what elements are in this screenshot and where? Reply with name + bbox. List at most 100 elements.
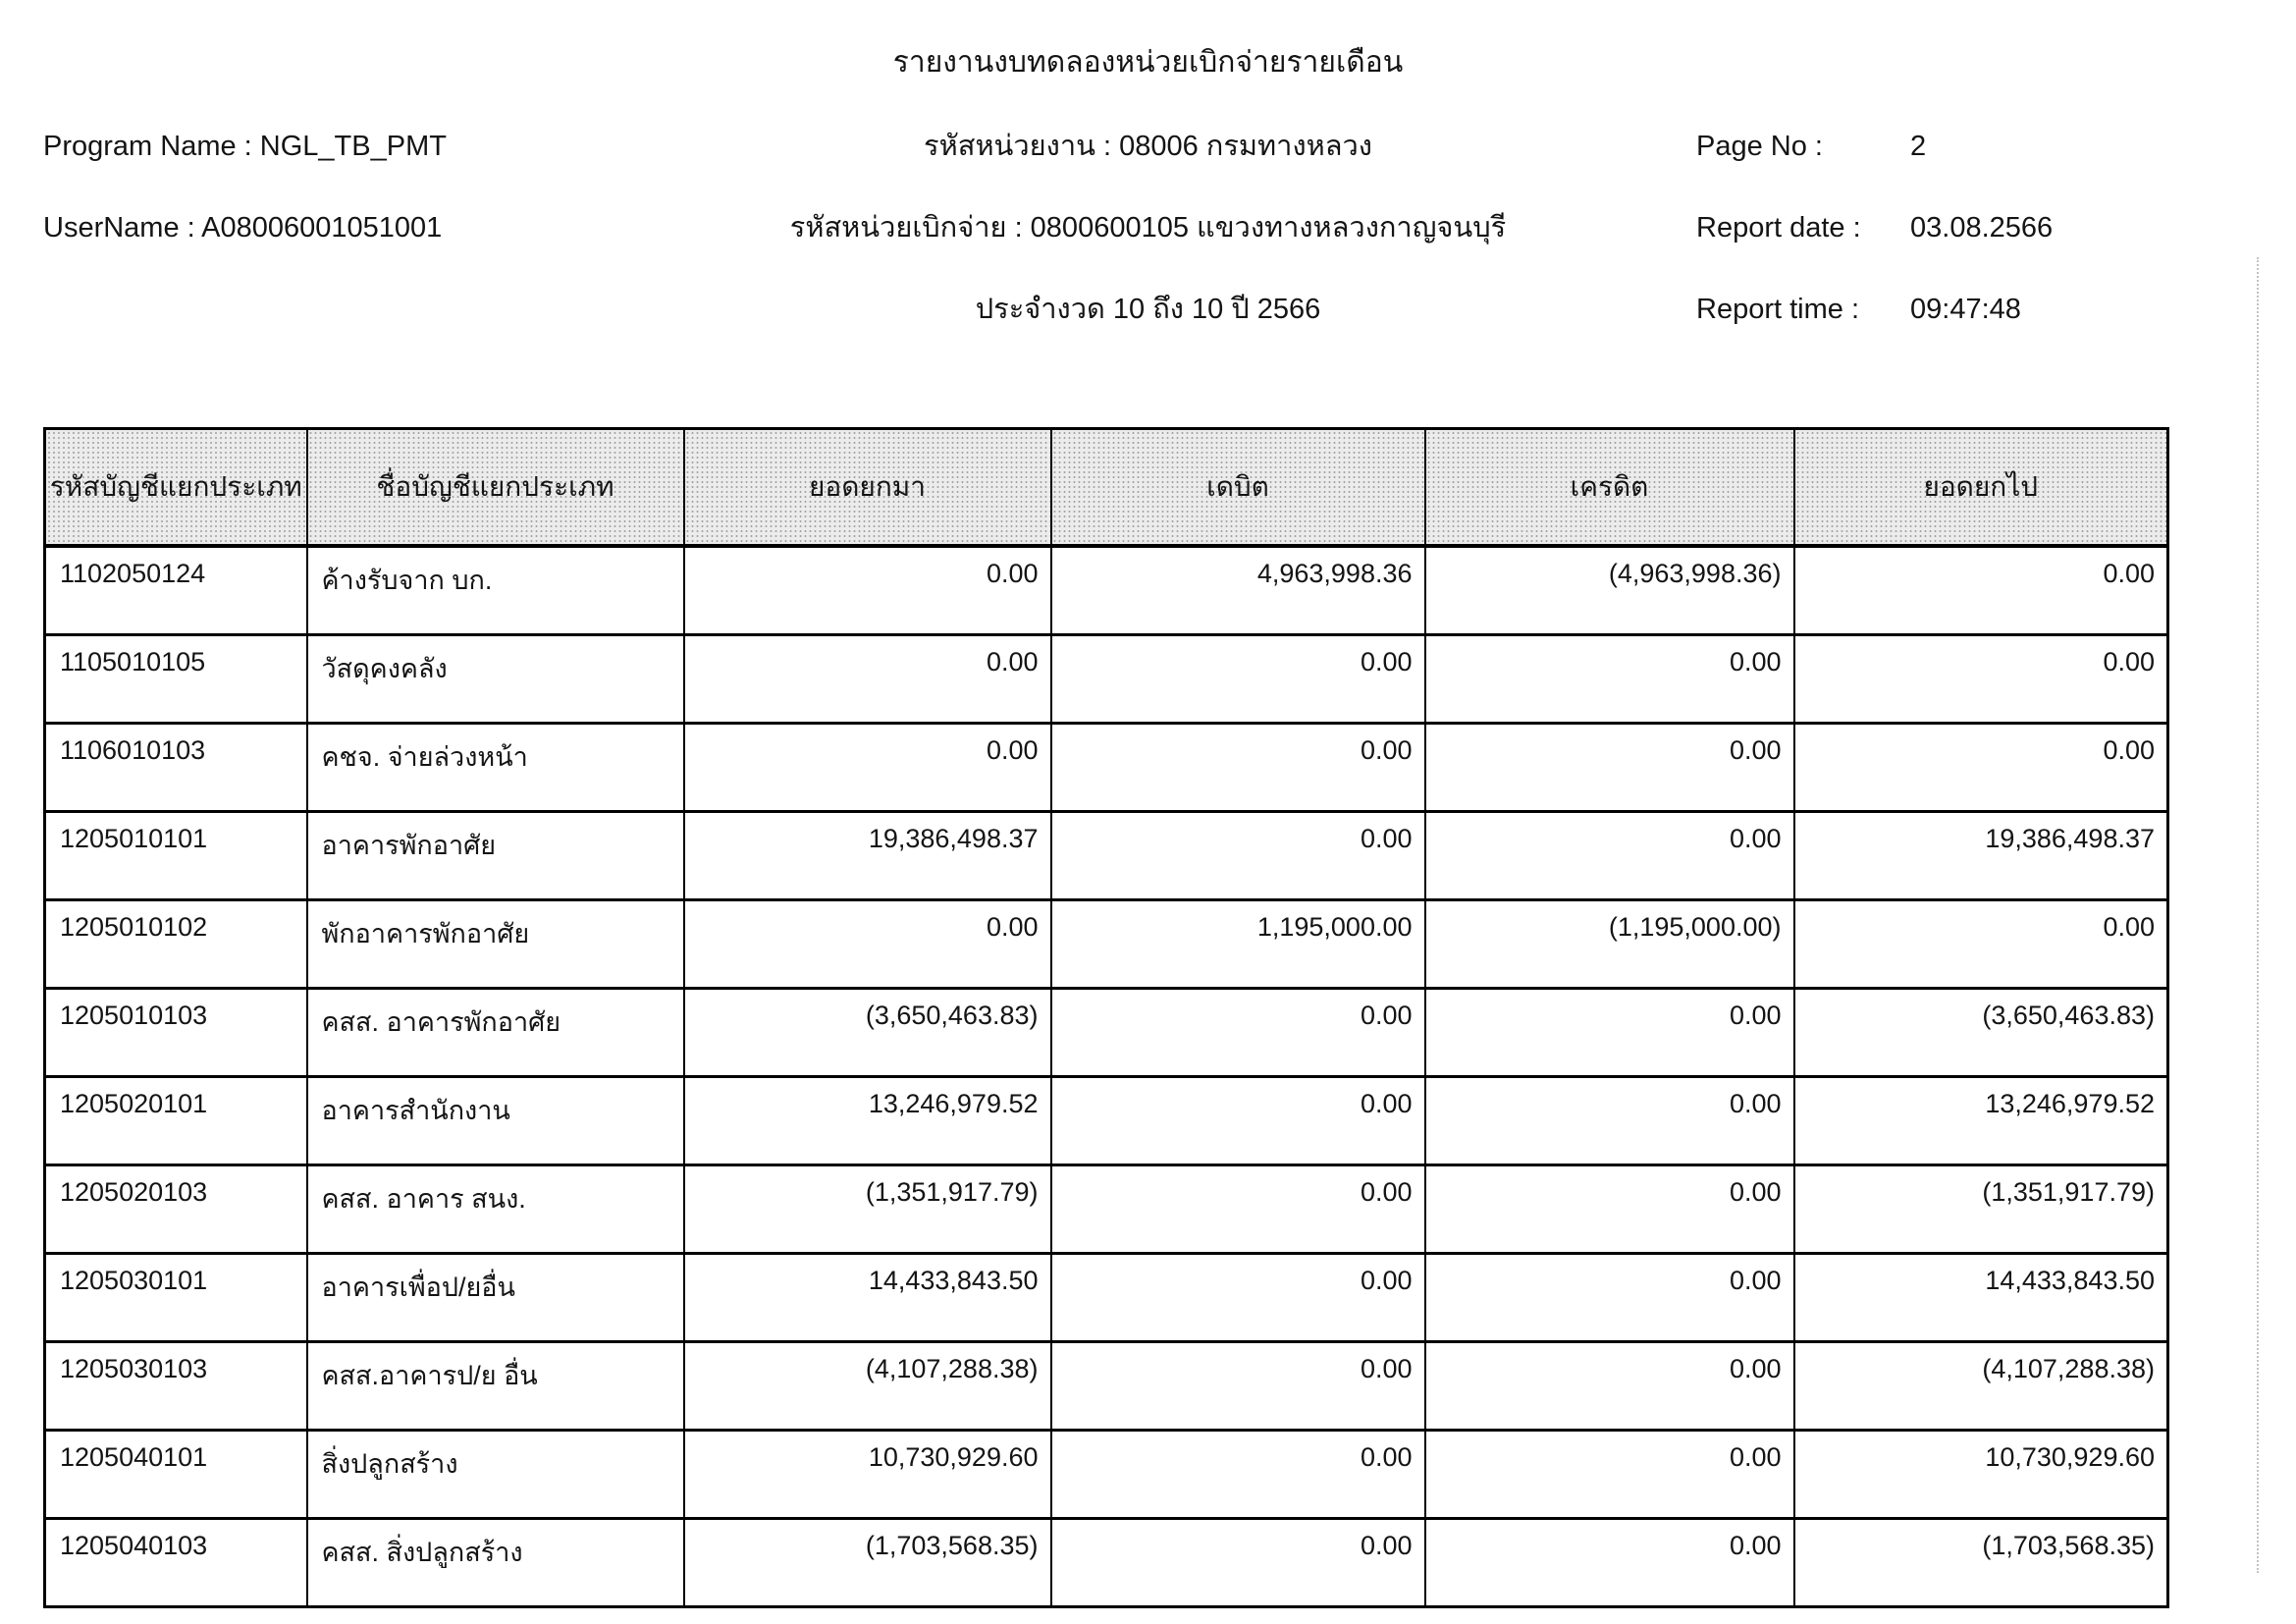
amount-cell: 0.00 <box>1423 1430 1795 1520</box>
account-name-cell: คสส. อาคาร สนง. <box>305 1164 685 1255</box>
amount-cell: 0.00 <box>1792 899 2169 990</box>
table-row: 1106010103 คชจ. จ่ายล่วงหน้า 0.00 0.00 0.00 0… <box>43 723 2169 813</box>
table-row: 1205030101 อาคารเพื่อป/ยอื่น 14,433,843.50… <box>43 1253 2169 1343</box>
amount-cell: 0.00 <box>1049 988 1426 1078</box>
account-code-cell: 1205030103 <box>43 1341 308 1432</box>
table-body: 1102050124 ค้างรับจาก บก. 0.00 4,963,998.36… <box>43 546 2169 1608</box>
account-code-cell: 1205010101 <box>43 811 308 901</box>
account-code-cell: 1205040101 <box>43 1430 308 1520</box>
amount-cell: (1,195,000.00) <box>1423 899 1795 990</box>
amount-cell: (4,107,288.38) <box>1792 1341 2169 1432</box>
page-no-label: Page No : <box>1696 131 1823 162</box>
amount-cell: 0.00 <box>1049 1164 1426 1255</box>
trial-balance-table: รหัสบัญชีแยกประเภท ชื่อบัญชีแยกประเภท ยอ… <box>43 427 2169 1608</box>
username-value: A08006001051001 <box>201 212 443 244</box>
account-name-cell: อาคารพักอาศัย <box>305 811 685 901</box>
account-name-cell: คสส.อาคารป/ย อื่น <box>305 1341 685 1432</box>
report-title: รายงานงบทดลองหน่วยเบิกจ่ายรายเดือน <box>892 46 1404 79</box>
amount-cell: 0.00 <box>682 899 1052 990</box>
amount-cell: 0.00 <box>1049 1076 1426 1166</box>
amount-cell: 0.00 <box>1423 988 1795 1078</box>
program-name-line: Program Name : NGL_TB_PMT <box>43 126 447 167</box>
amount-cell: 13,246,979.52 <box>1792 1076 2169 1166</box>
account-code-cell: 1205010102 <box>43 899 308 990</box>
page-no-value: 2 <box>1910 131 1927 162</box>
report-date-label: Report date : <box>1696 212 1861 244</box>
amount-cell: 0.00 <box>1423 634 1795 725</box>
account-name-cell: คชจ. จ่ายล่วงหน้า <box>305 723 685 813</box>
account-name-cell: วัสดุคงคลัง <box>305 634 685 725</box>
account-name-cell: ค้างรับจาก บก. <box>305 546 685 636</box>
amount-cell: 0.00 <box>682 546 1052 636</box>
username-line: UserName : A08006001051001 <box>43 207 442 248</box>
account-code-cell: 1205040103 <box>43 1518 308 1608</box>
amount-cell: (1,703,568.35) <box>682 1518 1052 1608</box>
amount-cell: (3,650,463.83) <box>1792 988 2169 1078</box>
amount-cell: (1,351,917.79) <box>682 1164 1052 1255</box>
report-time-label: Report time : <box>1696 294 1859 325</box>
col-header-balance-carried-forward: ยอดยกไป <box>1792 427 2169 548</box>
account-name-cell: คสส. สิ่งปลูกสร้าง <box>305 1518 685 1608</box>
amount-cell: 14,433,843.50 <box>682 1253 1052 1343</box>
amount-cell: 0.00 <box>682 634 1052 725</box>
amount-cell: 0.00 <box>682 723 1052 813</box>
col-header-debit: เดบิต <box>1049 427 1426 548</box>
table-row: 1205010102 พักอาคารพักอาศัย 0.00 1,195,000.… <box>43 899 2169 990</box>
amount-cell: 0.00 <box>1423 1253 1795 1343</box>
amount-cell: 0.00 <box>1049 1341 1426 1432</box>
amount-cell: 0.00 <box>1423 1341 1795 1432</box>
amount-cell: 4,963,998.36 <box>1049 546 1426 636</box>
col-header-credit: เครดิต <box>1423 427 1795 548</box>
program-name-label: Program Name : <box>43 131 252 162</box>
amount-cell: 0.00 <box>1792 723 2169 813</box>
col-header-account-name: ชื่อบัญชีแยกประเภท <box>305 427 685 548</box>
amount-cell: 0.00 <box>1792 634 2169 725</box>
table-row: 1205010101 อาคารพักอาศัย 19,386,498.37 0.00… <box>43 811 2169 901</box>
table-row: 1205030103 คสส.อาคารป/ย อื่น (4,107,288.38… <box>43 1341 2169 1432</box>
account-name-cell: คสส. อาคารพักอาศัย <box>305 988 685 1078</box>
amount-cell: 0.00 <box>1423 1076 1795 1166</box>
account-code-cell: 1106010103 <box>43 723 308 813</box>
col-header-balance-brought-forward: ยอดยกมา <box>682 427 1052 548</box>
report-time-value: 09:47:48 <box>1910 294 2021 325</box>
table-row: 1205020103 คสส. อาคาร สนง. (1,351,917.79) 0… <box>43 1164 2169 1255</box>
period-line: ประจำงวด 10 ถึง 10 ปี 2566 <box>975 294 1321 325</box>
account-code-cell: 1105010105 <box>43 634 308 725</box>
account-code-cell: 1205030101 <box>43 1253 308 1343</box>
table-row: 1105010105 วัสดุคงคลัง 0.00 0.00 0.00 0.00 <box>43 634 2169 725</box>
amount-cell: 0.00 <box>1049 634 1426 725</box>
amount-cell: 0.00 <box>1423 1518 1795 1608</box>
program-name-value: NGL_TB_PMT <box>259 131 447 162</box>
table-row: 1102050124 ค้างรับจาก บก. 0.00 4,963,998.36… <box>43 546 2169 636</box>
amount-cell: 0.00 <box>1423 723 1795 813</box>
amount-cell: 0.00 <box>1049 1253 1426 1343</box>
account-name-cell: อาคารเพื่อป/ยอื่น <box>305 1253 685 1343</box>
amount-cell: 10,730,929.60 <box>682 1430 1052 1520</box>
amount-cell: 14,433,843.50 <box>1792 1253 2169 1343</box>
account-name-cell: สิ่งปลูกสร้าง <box>305 1430 685 1520</box>
account-name-cell: พักอาคารพักอาศัย <box>305 899 685 990</box>
amount-cell: 0.00 <box>1049 1430 1426 1520</box>
amount-cell: 19,386,498.37 <box>682 811 1052 901</box>
table-row: 1205040101 สิ่งปลูกสร้าง 10,730,929.60 0.00… <box>43 1430 2169 1520</box>
col-header-account-code: รหัสบัญชีแยกประเภท <box>43 427 308 548</box>
account-name-cell: อาคารสำนักงาน <box>305 1076 685 1166</box>
report-date-value: 03.08.2566 <box>1910 212 2054 244</box>
account-code-cell: 1205020103 <box>43 1164 308 1255</box>
table-row: 1205020101 อาคารสำนักงาน 13,246,979.52 0.00… <box>43 1076 2169 1166</box>
amount-cell: 0.00 <box>1423 1164 1795 1255</box>
amount-cell: 0.00 <box>1049 723 1426 813</box>
amount-cell: 19,386,498.37 <box>1792 811 2169 901</box>
amount-cell: 1,195,000.00 <box>1049 899 1426 990</box>
scan-artifact-line <box>2257 257 2259 1573</box>
agency-code-line: รหัสหน่วยงาน : 08006 กรมทางหลวง <box>924 131 1372 162</box>
table-header-row: รหัสบัญชีแยกประเภท ชื่อบัญชีแยกประเภท ยอ… <box>43 427 2169 548</box>
amount-cell: (4,107,288.38) <box>682 1341 1052 1432</box>
amount-cell: 0.00 <box>1792 546 2169 636</box>
amount-cell: 0.00 <box>1049 1518 1426 1608</box>
username-label: UserName : <box>43 212 195 244</box>
amount-cell: (4,963,998.36) <box>1423 546 1795 636</box>
amount-cell: (1,703,568.35) <box>1792 1518 2169 1608</box>
amount-cell: 13,246,979.52 <box>682 1076 1052 1166</box>
